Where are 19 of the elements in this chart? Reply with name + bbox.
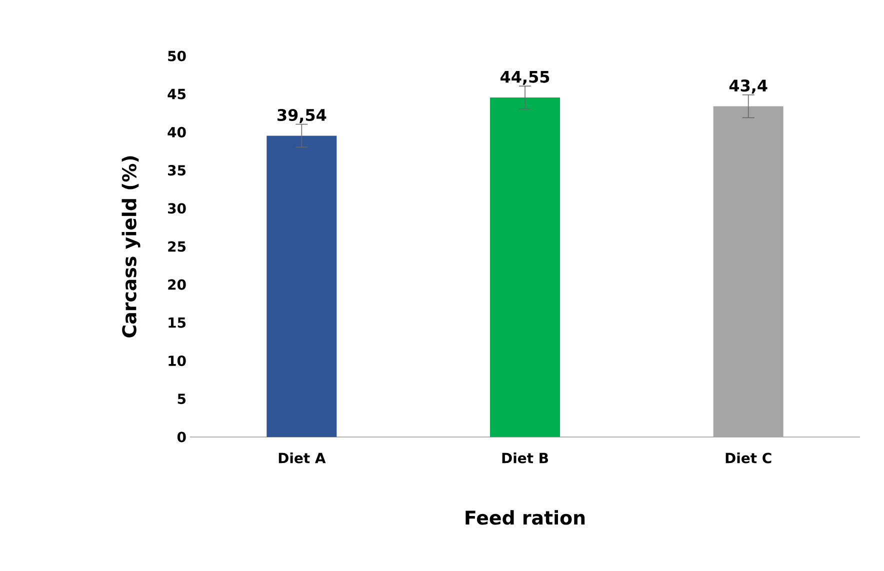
x-tick-label: Diet B [502,452,548,464]
x-tick-label: Diet A [278,452,326,464]
y-axis-title: Carcass yield (%) [122,156,140,338]
y-tick-label: 25 [168,241,186,252]
y-tick-label: 5 [178,394,186,404]
y-tick-label: 20 [168,279,186,290]
y-tick-label: 15 [168,318,186,328]
y-tick-label: 35 [168,165,186,176]
y-tick-label: 40 [168,126,186,138]
x-axis-title: Feed ration [466,510,585,525]
x-tick-label: Diet C [726,452,772,464]
y-tick-label: 45 [168,88,186,100]
y-tick-label: 10 [168,356,186,366]
data-label: 39,54 [278,108,326,124]
y-tick-label: 30 [168,203,186,214]
data-label: 43,4 [729,80,768,94]
data-label: 44,55 [500,71,550,85]
y-tick-label: 50 [168,50,186,62]
y-tick-label: 0 [177,432,186,442]
